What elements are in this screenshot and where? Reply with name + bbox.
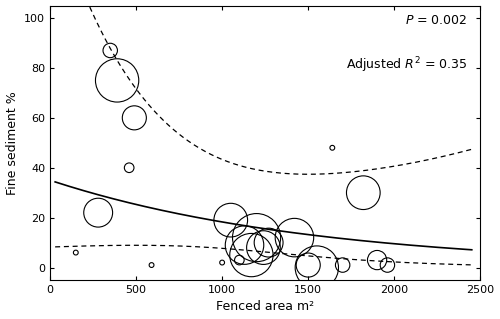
Point xyxy=(248,253,256,258)
Point xyxy=(125,165,133,170)
Point xyxy=(113,78,121,83)
Point xyxy=(226,218,234,223)
Point xyxy=(313,265,321,270)
Point xyxy=(264,240,272,245)
Point xyxy=(328,145,336,150)
Point xyxy=(360,190,368,195)
Point xyxy=(130,115,138,120)
X-axis label: Fenced area m²: Fenced area m² xyxy=(216,300,314,314)
Point xyxy=(252,235,260,240)
Point xyxy=(290,235,298,240)
Point xyxy=(338,263,346,268)
Point xyxy=(240,242,248,248)
Point xyxy=(106,48,114,53)
Point xyxy=(260,245,268,250)
Text: Adjusted $\mathit{R}^2$ = 0.35: Adjusted $\mathit{R}^2$ = 0.35 xyxy=(346,55,468,75)
Point xyxy=(72,250,80,255)
Point xyxy=(384,263,392,268)
Point xyxy=(94,210,102,215)
Point xyxy=(218,260,226,265)
Point xyxy=(148,263,156,268)
Point xyxy=(236,257,244,263)
Point xyxy=(373,257,381,263)
Text: $\mathit{P}$ = 0.002: $\mathit{P}$ = 0.002 xyxy=(405,14,468,27)
Y-axis label: Fine sediment %: Fine sediment % xyxy=(6,91,18,195)
Point xyxy=(304,263,312,268)
